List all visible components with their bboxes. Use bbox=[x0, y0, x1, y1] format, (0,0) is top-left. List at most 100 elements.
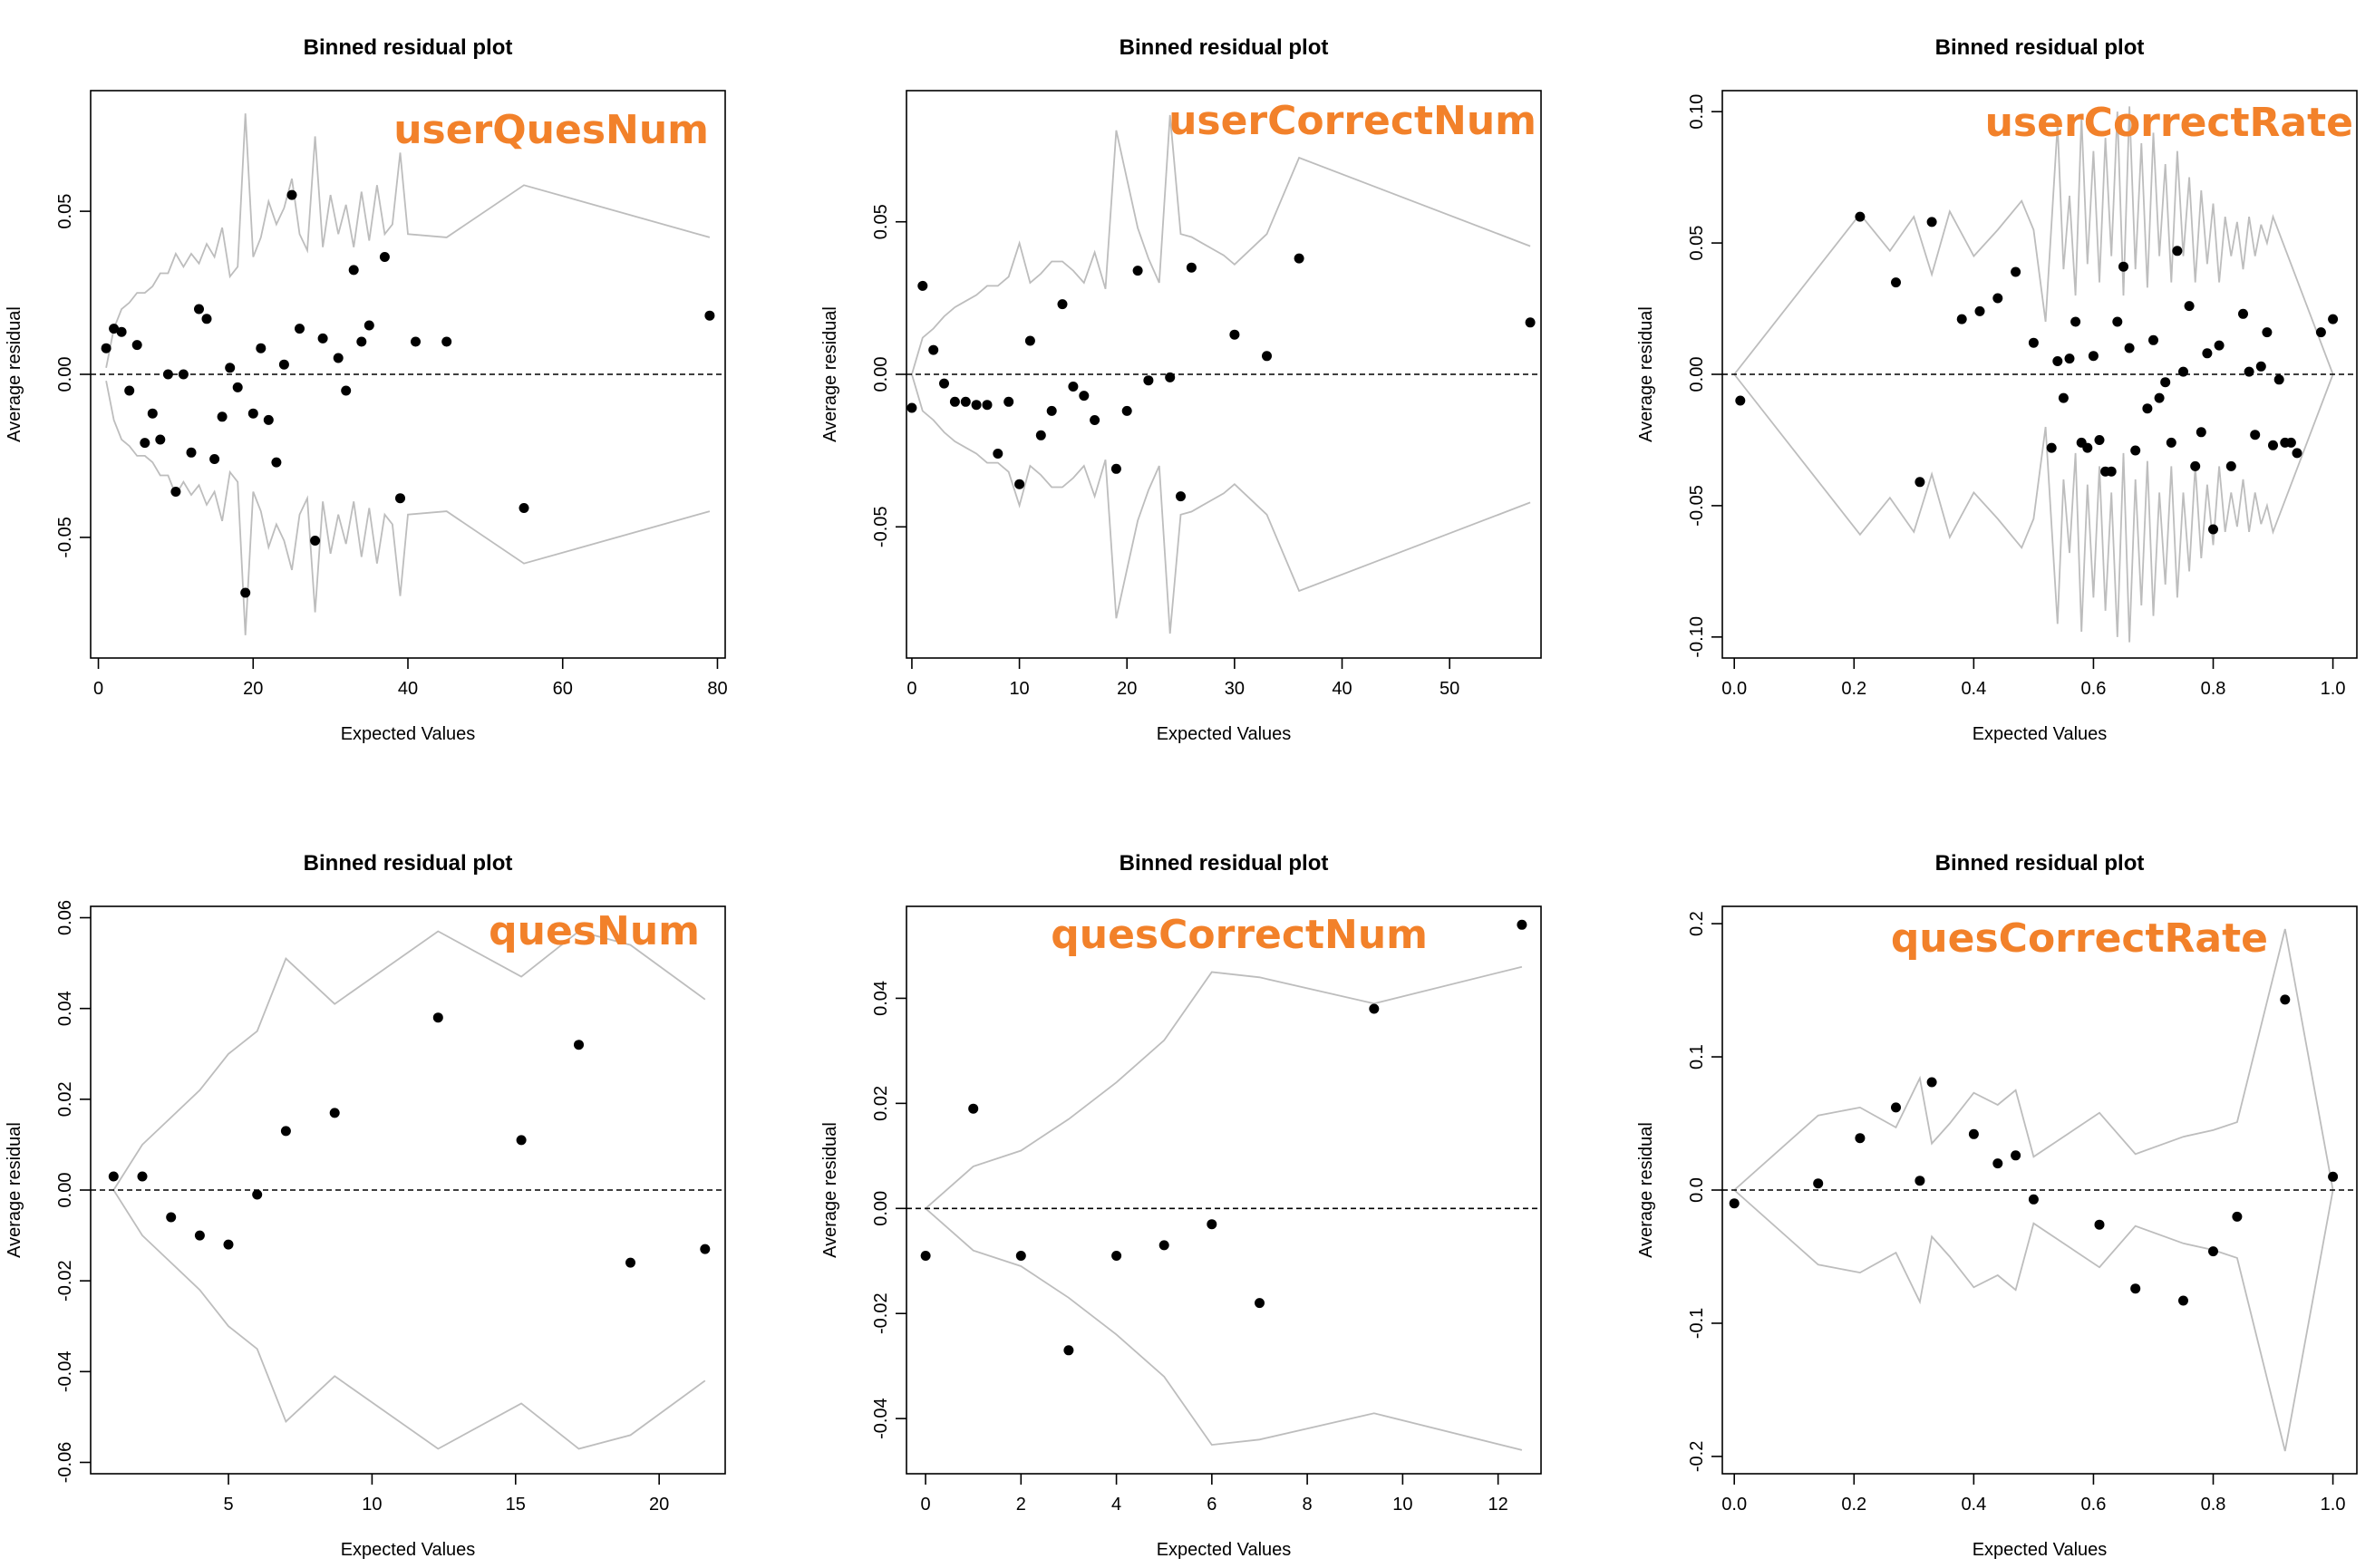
data-point bbox=[310, 536, 321, 546]
data-point bbox=[939, 378, 949, 389]
x-tick-label: 60 bbox=[553, 679, 573, 699]
y-tick-label: -0.2 bbox=[1687, 1441, 1707, 1472]
x-tick-label: 0.6 bbox=[2081, 1495, 2107, 1515]
data-point bbox=[1229, 329, 1240, 340]
chart-title: Binned residual plot bbox=[1935, 851, 2145, 876]
x-tick-label: 0.0 bbox=[1721, 1495, 1747, 1515]
panel-1: Binned residual plot 0 20 40 60 80 -0.05 0.00 0.… bbox=[5, 35, 728, 744]
x-tick-label: 0.4 bbox=[1961, 679, 1986, 699]
data-point bbox=[271, 457, 282, 468]
data-point bbox=[1926, 1077, 1937, 1088]
data-point bbox=[971, 400, 982, 411]
data-point bbox=[2315, 327, 2326, 338]
x-tick-label: 15 bbox=[506, 1495, 526, 1515]
data-point bbox=[1015, 1251, 1026, 1261]
data-point bbox=[2244, 366, 2254, 377]
data-point bbox=[2160, 377, 2171, 388]
x-tick-label: 0.0 bbox=[1721, 679, 1747, 699]
lower-error-bound bbox=[1733, 373, 2334, 643]
y-tick-label: 0.00 bbox=[1687, 357, 1707, 392]
x-axis-label: Expected Values bbox=[1157, 724, 1292, 744]
data-point bbox=[178, 369, 189, 380]
data-point bbox=[2208, 1246, 2218, 1257]
data-point bbox=[441, 336, 452, 347]
y-tick-label: -0.05 bbox=[55, 517, 75, 558]
data-point bbox=[356, 336, 367, 347]
data-point bbox=[2238, 308, 2248, 319]
y-tick-label: -0.04 bbox=[55, 1351, 75, 1393]
x-tick-label: 40 bbox=[1332, 679, 1352, 699]
data-point bbox=[225, 363, 236, 373]
y-tick-label: 0.04 bbox=[55, 991, 75, 1026]
data-point bbox=[1891, 1102, 1901, 1113]
x-tick-label: 8 bbox=[1303, 1495, 1313, 1515]
y-tick-label: 0.05 bbox=[1687, 226, 1707, 261]
y-tick-label: 0.05 bbox=[871, 204, 891, 239]
data-point bbox=[411, 336, 421, 347]
data-point bbox=[263, 414, 274, 425]
data-point bbox=[993, 449, 1003, 459]
data-point bbox=[364, 320, 374, 331]
x-tick-label: 0 bbox=[920, 1495, 930, 1515]
data-point bbox=[1915, 477, 1925, 488]
x-axis-label: Expected Values bbox=[341, 1540, 476, 1560]
data-point bbox=[704, 310, 715, 321]
data-point bbox=[140, 438, 150, 449]
data-point bbox=[2046, 442, 2057, 453]
data-point bbox=[252, 1189, 263, 1200]
data-point bbox=[108, 1171, 119, 1182]
data-point bbox=[920, 1251, 931, 1261]
x-tick-label: 0.4 bbox=[1961, 1495, 1986, 1515]
y-axis-label: Average residual bbox=[820, 1122, 840, 1258]
data-point bbox=[906, 402, 917, 413]
data-point bbox=[700, 1244, 711, 1254]
y-tick-label: 0.04 bbox=[871, 981, 891, 1016]
data-point bbox=[1262, 351, 1272, 362]
x-tick-label: 5 bbox=[223, 1495, 233, 1515]
data-point bbox=[2172, 246, 2183, 256]
variable-label: userQuesNum bbox=[393, 107, 709, 153]
chart-title: Binned residual plot bbox=[304, 851, 513, 876]
data-point bbox=[960, 396, 971, 407]
data-point bbox=[1121, 405, 1132, 416]
data-point bbox=[1057, 299, 1068, 310]
x-tick-label: 80 bbox=[707, 679, 727, 699]
x-tick-label: 0.2 bbox=[1841, 679, 1866, 699]
data-point bbox=[1813, 1178, 1824, 1189]
data-point bbox=[286, 189, 297, 200]
data-point bbox=[1068, 382, 1079, 392]
upper-error-bound bbox=[925, 965, 1523, 1209]
data-point bbox=[2178, 1295, 2188, 1306]
data-point bbox=[1855, 211, 1866, 222]
variable-label: quesNum bbox=[489, 908, 700, 954]
data-point bbox=[1915, 1176, 1925, 1186]
data-point bbox=[2118, 261, 2128, 272]
data-point bbox=[1926, 217, 1937, 227]
upper-error-bound bbox=[105, 113, 711, 368]
data-point bbox=[2058, 392, 2069, 403]
data-point bbox=[625, 1257, 635, 1268]
x-tick-label: 6 bbox=[1207, 1495, 1217, 1515]
data-point bbox=[1517, 919, 1527, 930]
lower-error-bound bbox=[112, 1189, 706, 1450]
data-point bbox=[194, 304, 204, 315]
data-point bbox=[280, 1126, 291, 1137]
data-point bbox=[2052, 356, 2063, 366]
data-point bbox=[194, 1230, 205, 1241]
y-axis-label: Average residual bbox=[1636, 306, 1656, 442]
x-tick-label: 20 bbox=[649, 1495, 669, 1515]
data-point bbox=[317, 333, 328, 344]
x-tick-label: 0 bbox=[93, 679, 103, 699]
x-tick-label: 50 bbox=[1440, 679, 1459, 699]
data-point bbox=[1729, 1198, 1740, 1209]
variable-label: quesCorrectRate bbox=[1891, 915, 2268, 962]
panel-4: Binned residual plot 5 10 15 20 -0.06 -0.04 -0.… bbox=[5, 851, 726, 1560]
x-axis-label: Expected Values bbox=[1157, 1540, 1292, 1560]
data-point bbox=[1992, 1158, 2003, 1169]
data-point bbox=[2142, 403, 2153, 414]
data-point bbox=[2225, 460, 2236, 471]
data-point bbox=[982, 400, 993, 411]
plot-frame bbox=[906, 905, 1542, 1475]
data-point bbox=[2178, 366, 2188, 377]
